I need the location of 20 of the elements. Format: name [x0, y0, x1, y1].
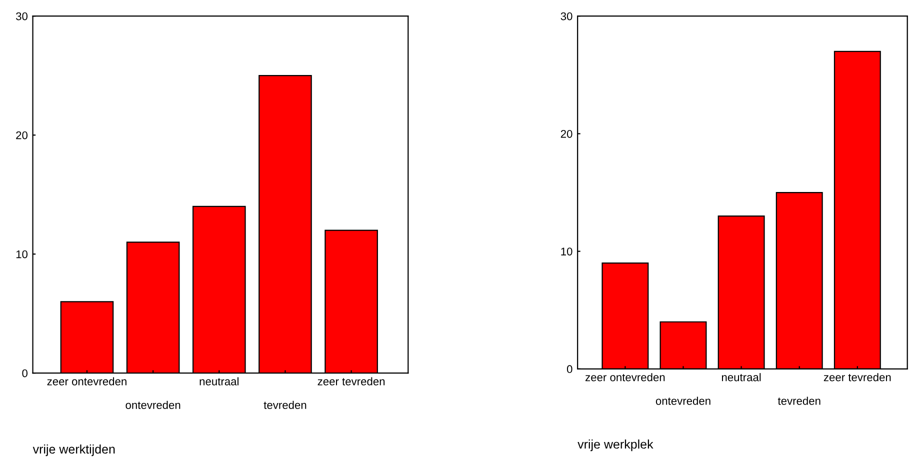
y-tick-label: 30: [16, 12, 28, 20]
x-axis-title: vrije werktijden: [32, 444, 115, 456]
y-tick-label: 20: [16, 131, 28, 140]
x-tick-label: neutraal: [200, 377, 238, 386]
x-tick-label: zeer ontevreden: [585, 373, 665, 382]
x-tick-label: zeer ontevreden: [47, 377, 126, 386]
x-axis-title: vrije werkplek: [578, 439, 654, 452]
y-tick-label: 10: [16, 250, 28, 258]
y-tick-label: 10: [561, 248, 572, 256]
x-tick-label: ontevreden: [126, 400, 180, 409]
x-tick-label: zeer tevreden: [318, 377, 385, 386]
x-tick-label: tevreden: [778, 396, 820, 405]
y-tick-label: 0: [22, 369, 28, 378]
x-tick-label: ontevreden: [656, 396, 710, 405]
x-tick-label: neutraal: [722, 373, 761, 382]
y-tick-label: 30: [560, 12, 572, 20]
y-tick-label: 20: [560, 130, 572, 138]
x-tick-label: tevreden: [264, 400, 306, 409]
y-tick-label: 0: [566, 365, 572, 374]
x-tick-label: zeer tevreden: [824, 373, 891, 382]
